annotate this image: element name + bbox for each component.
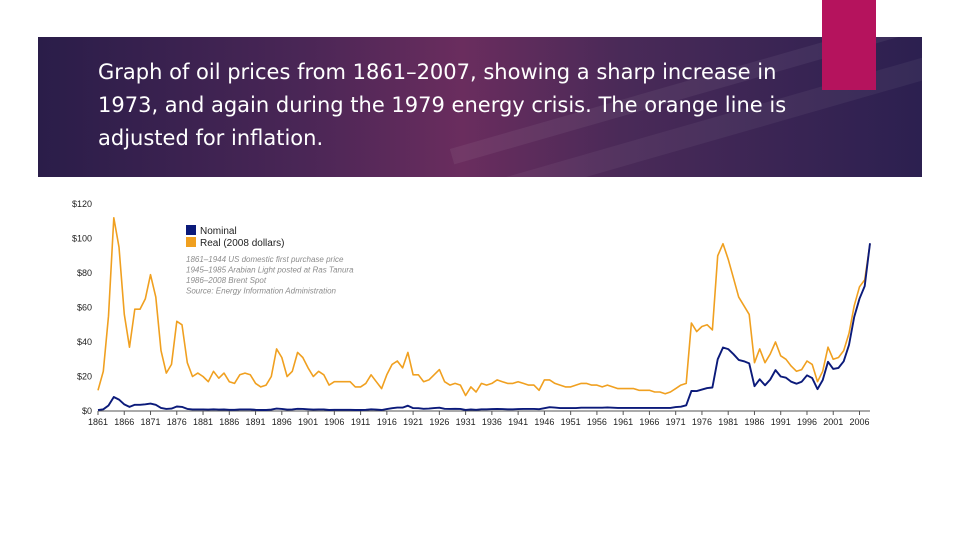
x-tick-label: 1896 (272, 417, 292, 427)
source-note: 1861–1944 US domestic first purchase pri… (186, 255, 344, 264)
x-tick-label: 1991 (771, 417, 791, 427)
series-line-nominal (97, 243, 871, 412)
x-tick-label: 1881 (193, 417, 213, 427)
x-tick-label: 1866 (114, 417, 134, 427)
title-banner (38, 37, 922, 177)
x-tick-label: 1946 (534, 417, 554, 427)
x-tick-label: 1926 (429, 417, 449, 427)
x-tick-label: 1976 (692, 417, 712, 427)
x-tick-label: 1886 (219, 417, 239, 427)
chart-series (97, 217, 871, 412)
legend-swatch (186, 225, 196, 235)
slide-title: Graph of oil prices from 1861–2007, show… (98, 60, 787, 150)
x-tick-label: 1911 (351, 417, 370, 427)
x-tick-label: 1876 (167, 417, 187, 427)
chart-axes (97, 410, 870, 415)
x-tick-label: 1981 (718, 417, 738, 427)
legend-swatch (186, 237, 196, 247)
x-tick-label: 1921 (403, 417, 423, 427)
x-tick-label: 1986 (744, 417, 764, 427)
x-tick-label: 1871 (141, 417, 161, 427)
x-tick-label: 1931 (456, 417, 476, 427)
y-tick-label: $20 (77, 372, 92, 382)
x-tick-label: 1961 (613, 417, 633, 427)
y-tick-label: $80 (77, 268, 92, 278)
x-tick-label: 1941 (508, 417, 528, 427)
x-tick-label: 1956 (587, 417, 607, 427)
series-line-real (97, 217, 871, 397)
y-tick-label: $100 (72, 234, 92, 244)
x-tick-label: 2006 (849, 417, 869, 427)
x-axis-labels: 1861 1866 1871 1876 1881 1886 1891 1896 1901 1906… (88, 417, 870, 427)
y-tick-label: $40 (77, 337, 92, 347)
x-tick-label: 2001 (823, 417, 843, 427)
x-tick-label: 1906 (324, 417, 344, 427)
x-tick-label: 1916 (377, 417, 397, 427)
y-tick-label: $120 (72, 199, 92, 209)
y-tick-label: $60 (77, 303, 92, 313)
x-tick-label: 1971 (666, 417, 686, 427)
y-axis-labels: $0 $20 $40 $60 $80 $100 $120 (72, 199, 92, 416)
accent-bar (822, 0, 876, 90)
chart-source-notes: 1861–1944 US domestic first purchase pri… (186, 255, 354, 296)
x-tick-label: 1891 (246, 417, 266, 427)
x-tick-label: 1861 (88, 417, 108, 427)
x-tick-label: 1996 (797, 417, 817, 427)
x-tick-label: 1951 (561, 417, 581, 427)
source-note: 1945–1985 Arabian Light posted at Ras Ta… (186, 266, 354, 275)
x-tick-label: 1966 (639, 417, 659, 427)
source-note: 1986–2008 Brent Spot (186, 276, 267, 285)
x-tick-label: 1936 (482, 417, 502, 427)
legend-label: Nominal (200, 226, 237, 237)
x-tick-label: 1901 (298, 417, 318, 427)
legend-label: Real (2008 dollars) (200, 238, 285, 249)
source-note: Source: Energy Information Administratio… (186, 287, 337, 296)
y-tick-label: $0 (82, 406, 92, 416)
